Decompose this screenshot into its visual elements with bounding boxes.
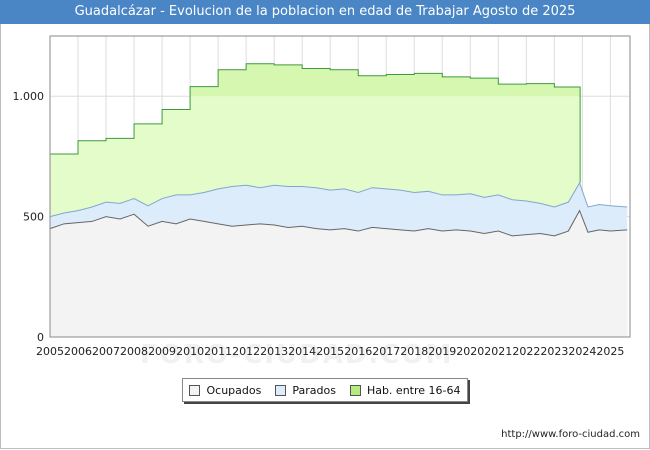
series-area-ocupados <box>50 210 628 337</box>
x-tick-label-2019: 2019 <box>428 345 456 358</box>
source-url[interactable]: http://www.foro-ciudad.com <box>501 429 640 440</box>
series-line-parados <box>49 181 628 218</box>
x-tick-label-2016: 2016 <box>344 345 372 358</box>
legend-swatch-hab <box>349 384 361 396</box>
watermark: FORO-CIUDAD.COM <box>140 340 454 370</box>
x-tick-label-2024: 2024 <box>568 345 596 358</box>
legend-swatch-ocupados <box>189 384 201 396</box>
x-tick-label-2005: 2005 <box>36 345 64 358</box>
x-tick-label-2015: 2015 <box>316 345 344 358</box>
plot-border <box>49 35 631 338</box>
x-tick-label-2006: 2006 <box>64 345 92 358</box>
x-tick-label-2023: 2023 <box>540 345 568 358</box>
y-tick-label-500: 500 <box>23 211 44 224</box>
legend-item-hab: Hab. entre 16-64 <box>349 383 461 397</box>
x-tick-label-2007: 2007 <box>92 345 120 358</box>
x-tick-label-2017: 2017 <box>372 345 400 358</box>
x-tick-label-2013: 2013 <box>260 345 288 358</box>
x-tick-label-2008: 2008 <box>120 345 148 358</box>
legend-label-ocupados: Ocupados <box>206 383 262 397</box>
legend-item-ocupados: Ocupados <box>189 384 261 397</box>
y-tick-label-0: 0 <box>37 331 44 344</box>
x-tick-label-2012: 2012 <box>232 345 260 358</box>
x-tick-label-2018: 2018 <box>400 345 428 358</box>
x-tick-label-2020: 2020 <box>456 345 484 358</box>
legend-label-parados: Parados <box>292 383 336 397</box>
x-tick-label-2021: 2021 <box>484 345 512 358</box>
legend-item-parados: Parados <box>275 384 336 397</box>
x-tick-label-2009: 2009 <box>148 345 176 358</box>
legend-swatch-parados <box>275 384 287 396</box>
x-tick-label-2022: 2022 <box>512 345 540 358</box>
x-tick-label-2025: 2025 <box>596 345 624 358</box>
x-tick-label-2014: 2014 <box>288 345 316 358</box>
y-tick-label-1000: 1.000 <box>13 90 45 103</box>
series-line-ocupados <box>49 209 628 237</box>
chart-title: Guadalcázar - Evolucion de la poblacion … <box>0 0 650 24</box>
chart-legend: Ocupados Parados Hab. entre 16-64 <box>182 378 468 402</box>
legend-label-hab: Hab. entre 16-64 <box>366 383 461 397</box>
x-tick-label-2010: 2010 <box>176 345 204 358</box>
series-line-hab <box>50 63 581 183</box>
x-tick-label-2011: 2011 <box>204 345 232 358</box>
